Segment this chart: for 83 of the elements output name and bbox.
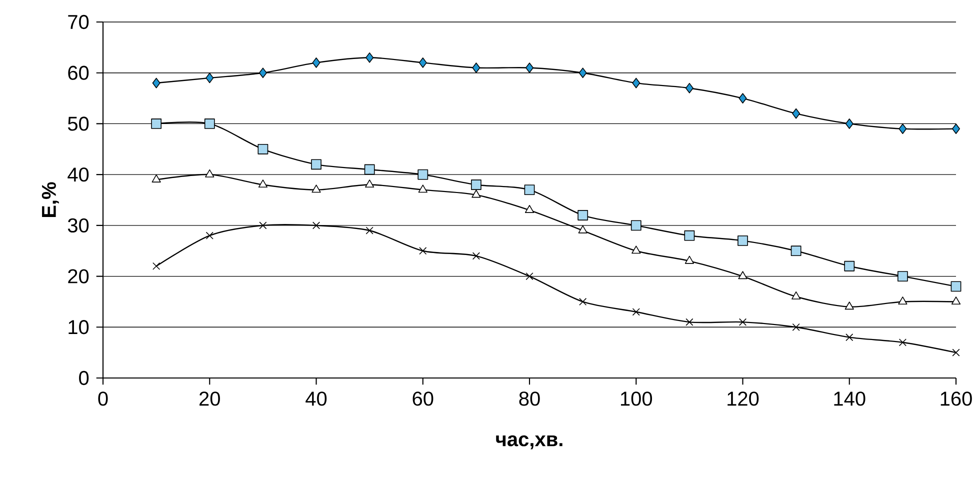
point: [472, 252, 480, 260]
point: [898, 338, 906, 346]
point: [366, 52, 374, 63]
point: [738, 93, 747, 104]
point: [950, 281, 962, 292]
point: [418, 184, 428, 193]
x-tick-label: 80: [519, 392, 540, 406]
point: [312, 57, 320, 68]
point: [152, 174, 161, 182]
point: [418, 57, 427, 68]
point: [578, 210, 588, 220]
point: [470, 180, 482, 190]
y-tick-label: 70: [68, 14, 89, 30]
x-tick-label: 140: [834, 392, 866, 406]
point: [524, 184, 535, 196]
x-tick-label: 20: [200, 392, 220, 406]
y-tick-label: 40: [68, 167, 89, 182]
point: [792, 108, 800, 119]
point: [204, 118, 215, 129]
point: [526, 272, 534, 280]
point: [898, 296, 908, 305]
point: [684, 256, 694, 264]
point: [632, 78, 640, 88]
y-tick-label: 0: [79, 370, 89, 386]
point: [952, 124, 960, 134]
x-tick-label: 120: [728, 392, 759, 406]
point: [579, 298, 587, 306]
x-tick-label: 0: [98, 392, 108, 406]
x-tick-label: 40: [306, 392, 327, 406]
point: [578, 225, 588, 234]
point: [844, 302, 854, 310]
point: [472, 62, 480, 73]
y-tick-label: 30: [68, 218, 89, 233]
point: [418, 169, 428, 180]
point: [259, 222, 267, 230]
y-tick-label: 20: [68, 269, 89, 284]
y-tick-label: 60: [68, 66, 89, 80]
point: [738, 271, 748, 280]
point: [846, 334, 854, 342]
point: [632, 246, 641, 254]
point: [152, 262, 160, 270]
point: [952, 348, 960, 356]
point: [578, 68, 587, 78]
point: [258, 68, 267, 78]
y-axis-title: E,%: [42, 182, 59, 218]
point: [951, 296, 961, 305]
point: [151, 118, 162, 129]
point: [630, 220, 642, 231]
point: [472, 190, 481, 198]
point: [206, 232, 214, 240]
point: [206, 72, 214, 84]
x-axis-title: час,хв.: [496, 435, 562, 450]
point: [685, 82, 694, 94]
point: [258, 180, 268, 188]
point: [792, 291, 801, 300]
point: [526, 62, 534, 73]
point: [898, 124, 907, 134]
point: [312, 184, 321, 193]
point: [205, 169, 214, 178]
point: [366, 226, 374, 234]
point: [738, 235, 748, 246]
point: [524, 204, 534, 213]
point: [312, 222, 320, 230]
point: [365, 180, 374, 188]
point: [311, 159, 322, 170]
point: [632, 308, 640, 316]
point: [738, 318, 747, 326]
point: [792, 323, 800, 331]
point: [686, 318, 694, 326]
point: [790, 246, 802, 256]
point: [845, 118, 854, 129]
x-tick-label: 100: [620, 392, 652, 406]
point: [897, 271, 908, 282]
y-tick-label: 50: [68, 116, 89, 131]
x-tick-label: 160: [940, 392, 972, 406]
point: [419, 247, 427, 255]
point: [152, 78, 160, 88]
point: [364, 164, 375, 175]
point: [258, 144, 268, 154]
y-tick-label: 10: [68, 320, 89, 334]
point: [684, 230, 695, 241]
x-tick-label: 60: [412, 392, 434, 406]
point: [844, 260, 855, 272]
